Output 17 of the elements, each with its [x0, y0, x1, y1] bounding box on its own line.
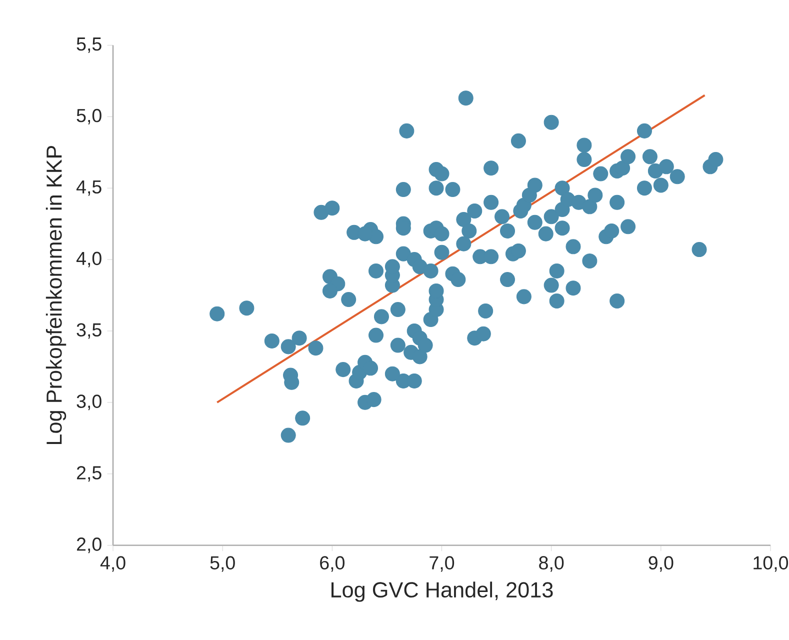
x-tick-label: 4,0: [100, 556, 126, 572]
x-axis-title: Log GVC Handel, 2013: [332, 582, 553, 602]
y-axis-title: Log Prokopfeinkommen in KKP: [46, 146, 66, 444]
x-tick-label: 7,0: [430, 556, 454, 572]
x-tick-label: 9,0: [648, 556, 674, 572]
y-tick-label: 5,0: [76, 108, 102, 124]
y-tick-label: 3,5: [76, 323, 102, 339]
y-tick-label: 2,5: [76, 466, 102, 482]
y-tick-label: 3,0: [76, 394, 102, 410]
x-tick-label: 8,0: [539, 556, 564, 572]
y-tick-label: 4,5: [76, 180, 102, 196]
y-tick-label: 5,5: [76, 37, 102, 53]
y-tick-label: 2,0: [76, 537, 102, 553]
y-tick-label: 4,0: [76, 252, 102, 268]
x-tick-label: 5,0: [210, 556, 235, 572]
x-tick-label: 6,0: [320, 556, 344, 572]
x-tick-label: 10,0: [754, 556, 788, 572]
